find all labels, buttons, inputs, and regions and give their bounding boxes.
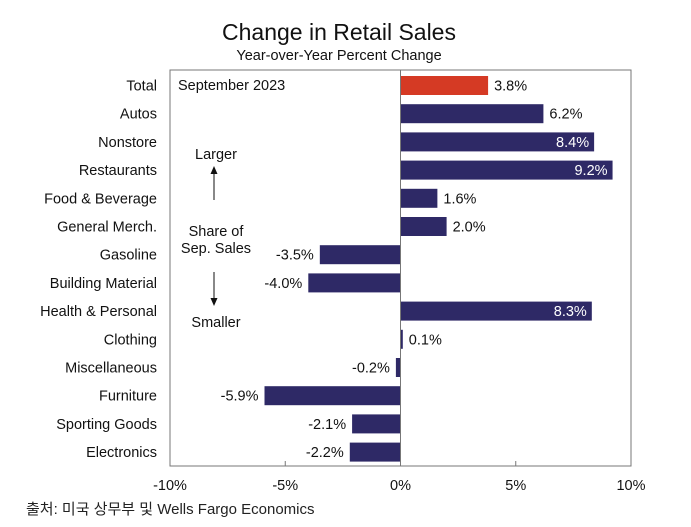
x-tick-label: 10% [616,478,645,494]
share-annotation: Larger Share of Sep. Sales Smaller [181,147,251,331]
value-label: -2.2% [306,445,344,461]
bar [400,104,544,124]
bar [308,273,401,293]
annotation-larger: Larger [195,147,237,163]
bar [400,76,489,95]
annotation-smaller: Smaller [191,315,240,331]
bar [400,301,592,321]
annotation-share-line2: Sep. Sales [181,241,251,257]
period-label: September 2023 [178,78,285,94]
x-axis: -10% -5% 0% 5% 10% [153,70,646,494]
category-label: Food & Beverage [44,191,157,207]
category-label: Autos [120,107,157,123]
category-label: Sporting Goods [56,417,157,433]
value-label: 1.6% [443,191,476,207]
category-label: Gasoline [100,248,157,264]
category-label: Health & Personal [40,304,157,320]
category-labels: Total Autos Nonstore Restaurants Food & Beve… [40,79,157,462]
bar [400,160,613,180]
bar [319,245,401,265]
chart-subtitle: Year-over-Year Percent Change [236,48,441,64]
value-label: 8.3% [554,304,587,320]
value-label: 9.2% [574,163,607,179]
category-label: General Merch. [57,220,157,236]
category-label: Electronics [86,445,157,461]
category-label: Total [126,79,157,95]
category-label: Nonstore [98,135,157,151]
value-labels: 3.8% 6.2% 8.4% 9.2% 1.6% 2.0% -3.5% -4.0% 8.3% 0.… [221,79,608,462]
bar [400,217,447,236]
value-label: 6.2% [549,107,582,123]
value-label: -3.5% [276,248,314,264]
category-label: Restaurants [79,163,157,179]
bar [352,414,401,434]
value-label: 0.1% [409,332,442,348]
x-tick-label: 0% [390,478,411,494]
bar [395,358,401,377]
category-label: Clothing [104,332,157,348]
bar [349,442,401,462]
value-label: -2.1% [308,417,346,433]
value-label: -5.9% [221,389,259,405]
category-label: Furniture [99,389,157,405]
x-tick-label: -5% [272,478,298,494]
x-tick-label: -10% [153,478,187,494]
chart-title: Change in Retail Sales [222,19,456,45]
bar [400,132,595,152]
x-tick-label: 5% [505,478,526,494]
bar [400,329,403,349]
source-note: 출처: 미국 상무부 및 Wells Fargo Economics [26,501,315,518]
annotation-share-line1: Share of [189,224,245,240]
value-label: -4.0% [264,276,302,292]
bars [264,76,613,462]
bar [264,386,401,406]
value-label: 2.0% [453,220,486,236]
bar [400,188,438,208]
value-label: 8.4% [556,135,589,151]
value-label: -0.2% [352,361,390,377]
category-label: Miscellaneous [65,361,157,377]
arrow-up-icon [210,166,218,174]
arrow-down-icon [210,298,218,306]
value-label: 3.8% [494,79,527,95]
category-label: Building Material [50,276,157,292]
